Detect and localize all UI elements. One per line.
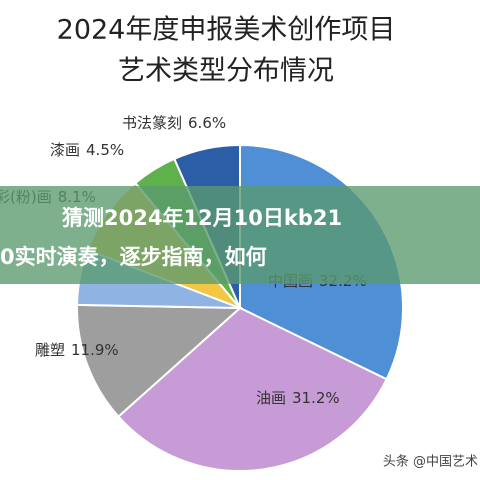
category-label: 雕塑 [35,341,65,359]
chart-subtitle: 艺术类型分布情况 [118,56,334,87]
banner-line: 猜测2024年12月10日kb21 [61,206,342,230]
banner-line: 0实时演奏，逐步指南，如何 [0,245,267,269]
value-label: 6.6% [188,114,226,132]
slice-label: 漆画 4.5% [50,141,124,159]
pie-slice [76,303,243,418]
watermark: 头条 @中国艺术 [383,454,478,470]
value-label: 4.5% [86,141,124,159]
category-label: 油画 [256,389,286,407]
slice-label: 雕塑 11.9% [35,341,119,359]
category-label: 漆画 [50,141,80,159]
value-label: 31.2% [292,389,340,407]
banner-background [0,186,480,284]
value-label: 11.9% [71,341,119,359]
pie-slice [116,306,388,472]
category-label: 书法篆刻 [122,114,182,132]
slice-label: 油画 31.2% [256,389,340,407]
slice-label: 书法篆刻 6.6% [122,114,226,132]
chart-title: 2024年度申报美术创作项目 [57,15,396,46]
